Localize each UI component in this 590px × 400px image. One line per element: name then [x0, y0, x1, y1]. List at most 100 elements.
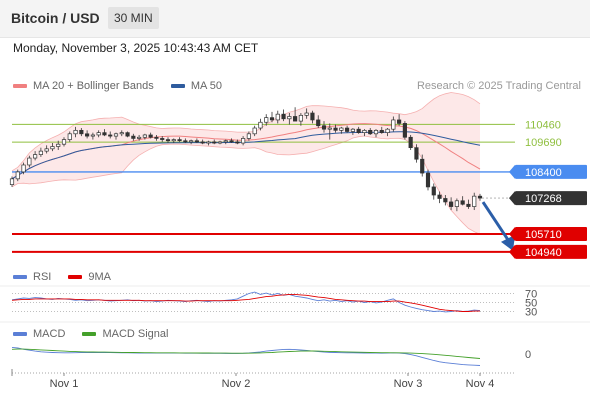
level-badge-108400 [515, 164, 587, 179]
candle-body [148, 134, 153, 138]
research-credit: Research © 2025 Trading Central [416, 80, 581, 92]
macd-legend: MACD MACD Signal [13, 328, 182, 340]
legend-item-rsi: RSI [13, 271, 51, 283]
chart-header: Bitcoin / USD 30 MIN [0, 0, 590, 38]
candle-body [90, 134, 95, 137]
candle-body [246, 133, 251, 139]
candle-body [142, 134, 147, 138]
rsi-series-rsi [11, 291, 481, 313]
candle-body [310, 112, 315, 121]
x-tick-label: Nov 1 [50, 378, 79, 390]
level-label-109690: 109690 [525, 137, 562, 149]
candle-body [414, 147, 419, 160]
legend-label: MA 20 + Bollinger Bands [33, 80, 154, 92]
candle-body [275, 113, 280, 121]
rsi-tick-label: 50 [525, 298, 537, 310]
candle-body [56, 143, 61, 147]
candle-body [73, 129, 78, 135]
candle-body [241, 138, 246, 144]
candle-body [327, 127, 332, 130]
macd-swatch [13, 332, 27, 337]
candle-body [44, 148, 49, 152]
9ma-swatch [68, 275, 83, 280]
candle-body [391, 119, 396, 130]
legend-item-ma50: MA 50 [170, 80, 222, 92]
candle-body [194, 140, 199, 143]
candle-body [321, 125, 327, 130]
legend-item-macd-signal: MACD Signal [82, 328, 168, 340]
candle-body [67, 133, 72, 140]
rsi-series-9ma [11, 293, 480, 312]
macd-series-macd-signal [11, 348, 481, 359]
candle-body [183, 140, 188, 143]
candle-body [356, 128, 361, 133]
candle-body [264, 117, 269, 123]
candle-body [217, 141, 223, 144]
rsi-legend: RSI 9MA [13, 271, 125, 283]
candle-body [96, 132, 101, 136]
candle-body [373, 129, 379, 135]
timeframe-badge[interactable]: 30 MIN [108, 7, 159, 29]
candle-body [466, 203, 471, 207]
rsi-tick-label: 30 [525, 307, 537, 319]
candle-body [21, 164, 26, 173]
price-level-labels: 110460 109690 108400 107268 105710 104940 [509, 119, 587, 259]
level-badge-104940 [515, 244, 587, 259]
legend-item-ma20: MA 20 + Bollinger Bands [13, 80, 154, 92]
candle-body [269, 117, 275, 121]
bollinger-bands [11, 92, 481, 235]
candle-body [437, 194, 442, 199]
candle-body [229, 140, 234, 143]
bollinger-upper [11, 92, 481, 172]
candle-body [171, 139, 176, 142]
candle-body [333, 127, 338, 131]
candle-body [9, 178, 15, 185]
candle-body [472, 195, 477, 207]
candle-body [119, 132, 124, 135]
candle-body [449, 201, 454, 207]
macd-series-macd [11, 346, 481, 366]
legend-item-9ma: 9MA [68, 271, 111, 283]
macd-panel: 0 [0, 321, 590, 366]
candle-body [223, 140, 228, 143]
level-badge-pointer [509, 227, 515, 242]
candle-body [362, 129, 367, 133]
x-tick-label: Nov 3 [394, 378, 423, 390]
candle-body [397, 119, 402, 124]
candle-body [258, 121, 263, 129]
candle-body [61, 139, 67, 145]
ma50-swatch [170, 84, 185, 89]
bollinger-lower [11, 135, 481, 235]
candle-body [460, 200, 465, 205]
candle-body [125, 132, 130, 137]
chart-timestamp: Monday, November 3, 2025 10:43:43 AM CET [13, 41, 259, 55]
arrow-shaft [481, 201, 510, 241]
candle-body [235, 141, 240, 144]
candle-body [113, 133, 119, 137]
legend-label: 9MA [88, 271, 112, 283]
bollinger-band-fill [12, 92, 480, 235]
candle-body [402, 123, 407, 138]
candle-body [345, 127, 350, 132]
instrument-title: Bitcoin / USD [11, 10, 100, 26]
level-badge-105710 [515, 227, 587, 242]
candle-body [27, 157, 32, 166]
candle-body [420, 158, 425, 174]
candle-body [316, 119, 321, 127]
level-badge-pointer [509, 244, 515, 259]
level-label-108400: 108400 [525, 167, 562, 179]
price-legend: MA 20 + Bollinger Bands MA 50 [13, 80, 236, 92]
level-badge-pointer [509, 164, 515, 179]
level-label-105710: 105710 [525, 229, 562, 241]
ma50-line [11, 131, 481, 180]
legend-label: MACD Signal [102, 328, 169, 340]
x-tick-label: Nov 2 [222, 378, 251, 390]
ma20-swatch [13, 84, 27, 89]
candle-body [408, 136, 413, 149]
candle-body [131, 135, 136, 139]
candle-body [38, 150, 43, 155]
candle-body [443, 198, 448, 203]
forecast-arrow [481, 201, 515, 251]
